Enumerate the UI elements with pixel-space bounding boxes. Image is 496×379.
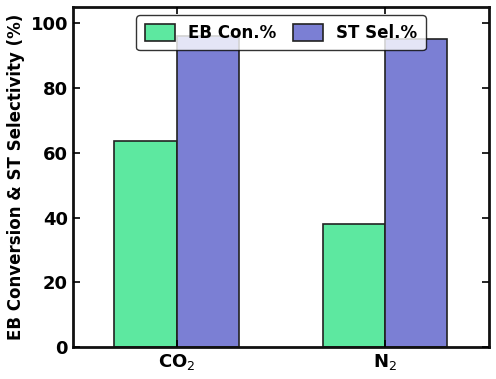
- Bar: [322, 224, 385, 347]
- Bar: [177, 36, 240, 347]
- Bar: [115, 141, 177, 347]
- Legend: EB Con.%, ST Sel.%: EB Con.%, ST Sel.%: [136, 15, 426, 50]
- Y-axis label: EB Conversion & ST Selectivity (%): EB Conversion & ST Selectivity (%): [7, 14, 25, 340]
- Bar: [385, 39, 447, 347]
